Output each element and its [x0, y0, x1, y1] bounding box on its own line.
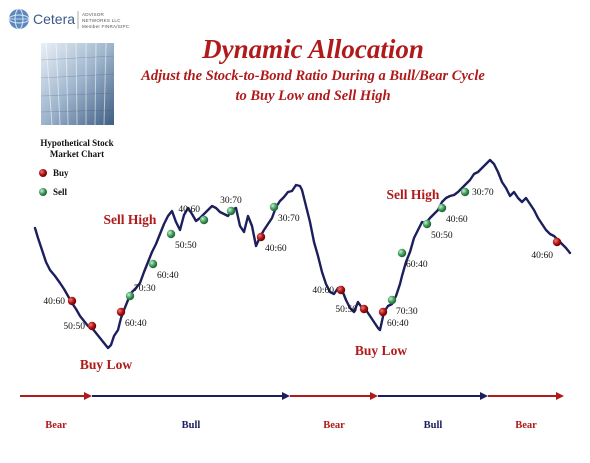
arrowhead-icon: [556, 392, 564, 400]
legend-heading-line-1: Hypothetical Stock: [40, 138, 113, 148]
bear-phase: Bear: [290, 392, 378, 431]
ratio-label: 50:50: [175, 241, 197, 251]
logo-sub-1: ADVISOR: [82, 12, 105, 17]
bear-phase: Bear: [488, 392, 564, 431]
legend-sell-marker: [39, 188, 47, 196]
bull-phase-label: Bull: [182, 420, 201, 431]
arrowhead-icon: [282, 392, 290, 400]
ratio-label: 40:60: [446, 215, 468, 225]
sell-marker: [199, 215, 209, 225]
buy-marker: [336, 285, 346, 295]
sell-marker: [125, 291, 135, 301]
ratio-label: 40:60: [43, 297, 65, 307]
bull-phase: Bull: [378, 392, 488, 431]
buy-marker: [378, 307, 388, 317]
sell-high-annotation: Sell High: [387, 187, 440, 202]
legend-sell-label: Sell: [53, 187, 68, 197]
bull-phase: Bull: [92, 392, 290, 431]
sell-marker: [460, 187, 470, 197]
legend-heading-line-2: Market Chart: [50, 149, 104, 159]
buy-marker: [116, 307, 126, 317]
buy-low-annotation: Buy Low: [80, 357, 132, 372]
chart-legend: Hypothetical Stock Market Chart Buy Sell: [39, 138, 114, 197]
logo-name: Cetera: [33, 11, 75, 27]
sell-marker: [226, 206, 236, 216]
ratio-label: 30:70: [220, 196, 242, 206]
sell-marker: [387, 295, 397, 305]
ratio-label: 50:50: [431, 231, 453, 241]
legend-buy-marker: [39, 169, 47, 177]
page-subtitle-line-2: to Buy Low and Sell High: [235, 88, 390, 104]
sell-marker: [148, 259, 158, 269]
building-photo: [40, 42, 115, 126]
ratio-label: 60:40: [406, 260, 428, 270]
ratio-label: 40:60: [312, 286, 334, 296]
ratio-label: 60:40: [387, 319, 409, 329]
buy-marker: [256, 232, 266, 242]
buy-low-annotation: Buy Low: [355, 343, 407, 358]
ratio-label: 60:40: [125, 319, 147, 329]
arrowhead-icon: [480, 392, 488, 400]
page-title: Dynamic Allocation: [201, 34, 424, 64]
sell-marker: [397, 248, 407, 258]
arrowhead-icon: [84, 392, 92, 400]
legend-buy-label: Buy: [53, 168, 69, 178]
bear-phase-label: Bear: [45, 420, 67, 431]
buy-marker: [552, 237, 562, 247]
sell-marker: [269, 202, 279, 212]
ratio-label: 40:60: [531, 251, 553, 261]
arrowhead-icon: [370, 392, 378, 400]
page-subtitle-line-1: Adjust the Stock-to-Bond Ratio During a …: [140, 68, 485, 84]
ratio-label: 50:50: [335, 305, 357, 315]
ratio-label: 60:40: [157, 271, 179, 281]
cycle-timeline: Bear Bull Bear Bull Bear: [20, 392, 564, 431]
logo-sub-3: Member FINRA/SIPC: [82, 24, 130, 29]
bear-phase-label: Bear: [323, 420, 345, 431]
ratio-label: 30:70: [278, 214, 300, 224]
cetera-logo: Cetera ADVISOR NETWORKS LLC Member FINRA…: [8, 8, 130, 30]
bear-phase-label: Bear: [515, 420, 537, 431]
buy-marker: [87, 321, 97, 331]
ratio-label: 30:70: [472, 188, 494, 198]
ratio-label: 70:30: [134, 284, 156, 294]
sell-high-annotation: Sell High: [104, 212, 157, 227]
bear-phase: Bear: [20, 392, 92, 431]
buy-marker: [67, 296, 77, 306]
sell-marker: [422, 219, 432, 229]
bull-phase-label: Bull: [424, 420, 443, 431]
ratio-label: 40:60: [178, 205, 200, 215]
logo-sub-2: NETWORKS LLC: [82, 18, 121, 23]
chart-annotations: Sell High Buy Low Sell High Buy Low: [80, 187, 440, 372]
sell-marker: [166, 229, 176, 239]
globe-icon: [8, 8, 30, 30]
ratio-label: 40:60: [265, 244, 287, 254]
buy-marker: [359, 304, 369, 314]
ratio-label: 70:30: [396, 307, 418, 317]
sell-marker: [437, 203, 447, 213]
ratio-label: 50:50: [63, 322, 85, 332]
